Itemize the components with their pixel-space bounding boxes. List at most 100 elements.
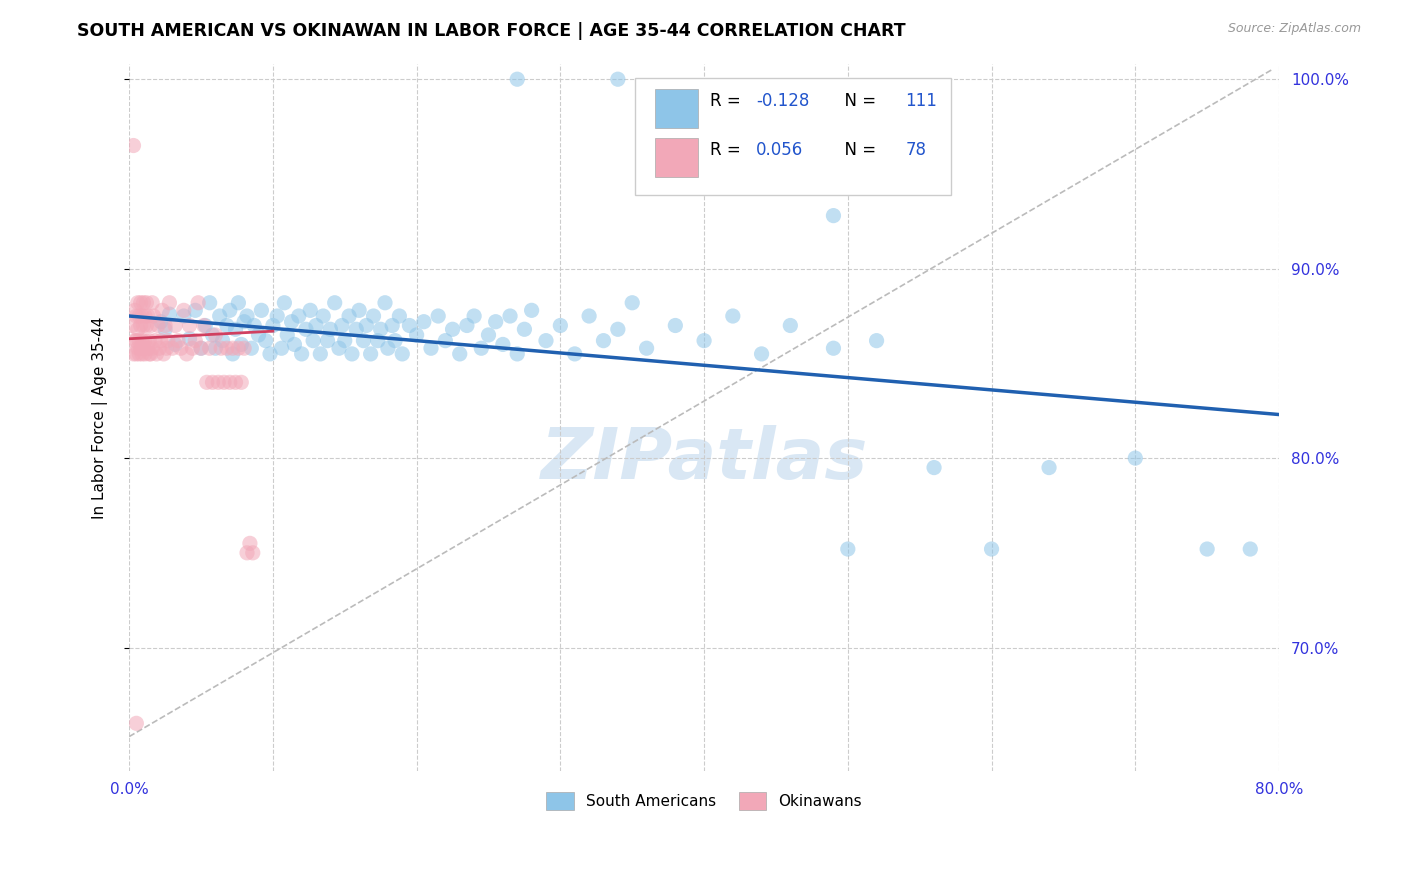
- Point: [228, 341, 250, 355]
- Point: [441, 322, 464, 336]
- Point: [179, 332, 201, 346]
- Point: [412, 315, 434, 329]
- Point: [550, 318, 572, 333]
- Point: [201, 376, 224, 390]
- Point: [198, 341, 221, 355]
- Point: [218, 376, 240, 390]
- Point: [751, 347, 773, 361]
- Point: [156, 334, 179, 348]
- Point: [141, 295, 163, 310]
- Point: [194, 318, 217, 333]
- Point: [254, 334, 277, 348]
- Point: [250, 303, 273, 318]
- Point: [215, 341, 238, 355]
- Point: [564, 347, 586, 361]
- Point: [187, 295, 209, 310]
- Point: [165, 337, 187, 351]
- Point: [135, 295, 157, 310]
- Point: [534, 334, 557, 348]
- Point: [592, 334, 614, 348]
- Point: [129, 295, 152, 310]
- Point: [405, 328, 427, 343]
- Point: [247, 328, 270, 343]
- Point: [221, 347, 243, 361]
- Point: [721, 309, 744, 323]
- Point: [204, 341, 226, 355]
- Point: [606, 322, 628, 336]
- Point: [221, 341, 243, 355]
- Point: [506, 72, 529, 87]
- Point: [231, 376, 253, 390]
- Point: [139, 318, 162, 333]
- Point: [779, 318, 801, 333]
- Point: [636, 341, 658, 355]
- FancyBboxPatch shape: [655, 89, 699, 128]
- Point: [134, 347, 156, 361]
- Point: [793, 129, 815, 144]
- Text: 78: 78: [905, 141, 927, 159]
- Point: [148, 341, 170, 355]
- Point: [149, 334, 172, 348]
- Point: [145, 347, 167, 361]
- Point: [190, 341, 212, 355]
- Point: [837, 542, 859, 557]
- Point: [153, 322, 176, 336]
- Point: [132, 295, 155, 310]
- Point: [337, 309, 360, 323]
- Point: [499, 309, 522, 323]
- Point: [693, 334, 716, 348]
- Point: [980, 542, 1002, 557]
- FancyBboxPatch shape: [636, 78, 952, 194]
- Point: [352, 334, 374, 348]
- Point: [127, 341, 149, 355]
- Point: [291, 347, 314, 361]
- Point: [135, 318, 157, 333]
- Point: [181, 341, 204, 355]
- Point: [125, 309, 148, 323]
- Point: [218, 303, 240, 318]
- Point: [170, 341, 193, 355]
- Point: [381, 318, 404, 333]
- Point: [1038, 460, 1060, 475]
- Point: [153, 318, 176, 333]
- Point: [193, 318, 215, 333]
- Point: [398, 318, 420, 333]
- Point: [1123, 451, 1146, 466]
- Point: [198, 295, 221, 310]
- Point: [184, 303, 207, 318]
- Point: [128, 334, 150, 348]
- Legend: South Americans, Okinawans: South Americans, Okinawans: [540, 786, 869, 816]
- Point: [606, 72, 628, 87]
- Point: [146, 318, 169, 333]
- Point: [142, 309, 165, 323]
- Point: [333, 334, 356, 348]
- Text: R =: R =: [710, 92, 745, 110]
- Point: [323, 295, 346, 310]
- Point: [179, 318, 201, 333]
- Point: [150, 303, 173, 318]
- Point: [370, 322, 392, 336]
- Point: [236, 309, 259, 323]
- Point: [266, 309, 288, 323]
- Point: [212, 376, 235, 390]
- Point: [131, 334, 153, 348]
- Point: [124, 334, 146, 348]
- Point: [215, 318, 238, 333]
- Point: [239, 536, 262, 550]
- Point: [664, 318, 686, 333]
- Point: [211, 334, 233, 348]
- Point: [456, 318, 478, 333]
- Point: [273, 295, 295, 310]
- Point: [477, 328, 499, 343]
- Point: [132, 341, 155, 355]
- Point: [131, 347, 153, 361]
- Point: [578, 309, 600, 323]
- Point: [233, 341, 256, 355]
- Point: [312, 309, 335, 323]
- Point: [922, 460, 945, 475]
- Point: [190, 341, 212, 355]
- Point: [138, 347, 160, 361]
- Point: [485, 315, 508, 329]
- Point: [242, 546, 264, 560]
- Text: N =: N =: [834, 92, 882, 110]
